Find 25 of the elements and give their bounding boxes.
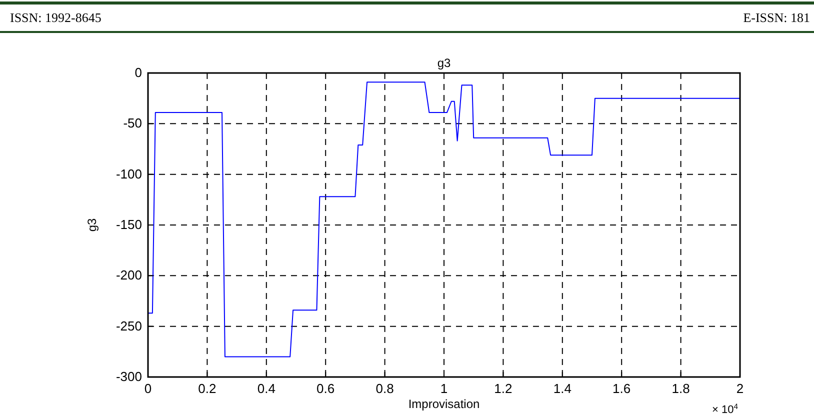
y-tick-label: -150	[116, 217, 142, 232]
y-axis-title: g3	[85, 218, 99, 232]
x-tick-label: 0.4	[257, 381, 276, 396]
y-tick-label: -50	[123, 116, 142, 131]
x-tick-label: 1.8	[672, 381, 690, 396]
y-tick-label: -100	[116, 166, 142, 182]
line-series	[148, 82, 740, 358]
chart-title: g3	[437, 56, 451, 70]
text: × 10$^{4}$	[712, 402, 739, 414]
x-tick-label: 0.2	[198, 381, 216, 396]
x-tick-label: 1.4	[553, 381, 572, 396]
x-axis-title: Improvisation	[408, 397, 480, 411]
y-tick-label: -200	[116, 268, 142, 283]
text: ISSN: 1992-8645	[10, 10, 102, 25]
y-tick-label: 0	[134, 65, 142, 80]
x-tick-label: 0	[144, 381, 152, 396]
text: E-ISSN: 181	[743, 10, 810, 25]
y-tick-label: -300	[116, 369, 142, 384]
x-tick-label: 2	[736, 381, 744, 396]
x-tick-label: 1	[440, 381, 448, 396]
x-tick-label: 1.2	[494, 381, 512, 396]
x-tick-label: 0.6	[316, 381, 335, 396]
x-tick-label: 0.8	[376, 381, 394, 396]
x-tick-label: 1.6	[612, 381, 631, 396]
y-tick-label: -250	[116, 318, 142, 334]
